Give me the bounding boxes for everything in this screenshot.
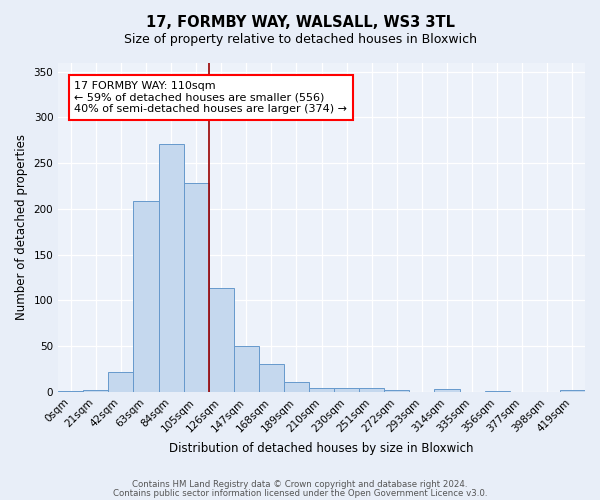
Bar [309, 388, 334, 392]
Text: Contains HM Land Registry data © Crown copyright and database right 2024.: Contains HM Land Registry data © Crown c… [132, 480, 468, 489]
X-axis label: Distribution of detached houses by size in Bloxwich: Distribution of detached houses by size … [169, 442, 474, 455]
Bar [133, 200, 158, 392]
Bar [83, 390, 109, 392]
Bar [58, 391, 83, 392]
Bar [109, 372, 133, 392]
Bar [184, 184, 209, 392]
Text: 17, FORMBY WAY, WALSALL, WS3 3TL: 17, FORMBY WAY, WALSALL, WS3 3TL [146, 15, 455, 30]
Text: Contains public sector information licensed under the Open Government Licence v3: Contains public sector information licen… [113, 488, 487, 498]
Text: 17 FORMBY WAY: 110sqm
← 59% of detached houses are smaller (556)
40% of semi-det: 17 FORMBY WAY: 110sqm ← 59% of detached … [74, 81, 347, 114]
Bar [234, 346, 259, 392]
Bar [284, 382, 309, 392]
Bar [485, 391, 510, 392]
Bar [334, 388, 359, 392]
Bar [359, 388, 385, 392]
Bar [259, 364, 284, 392]
Bar [209, 288, 234, 392]
Bar [385, 390, 409, 392]
Bar [560, 390, 585, 392]
Text: Size of property relative to detached houses in Bloxwich: Size of property relative to detached ho… [124, 32, 476, 46]
Bar [434, 389, 460, 392]
Bar [158, 144, 184, 392]
Y-axis label: Number of detached properties: Number of detached properties [15, 134, 28, 320]
